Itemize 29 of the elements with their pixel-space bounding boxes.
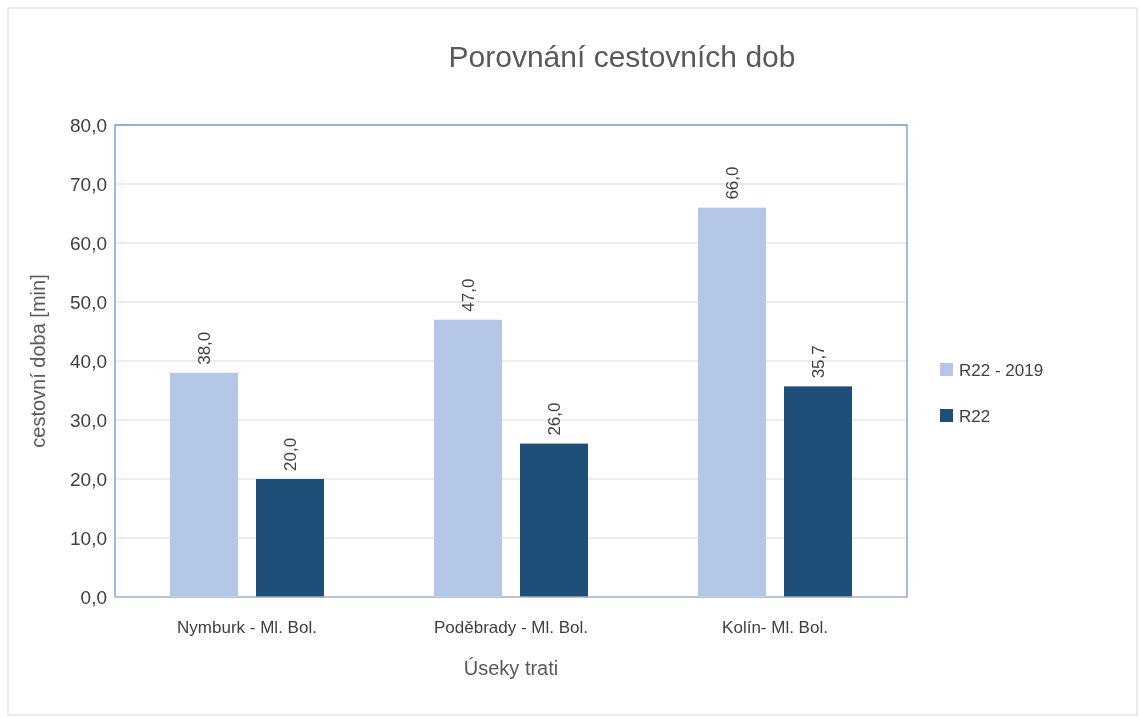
bar <box>520 443 588 597</box>
y-tick-label: 0,0 <box>80 586 107 608</box>
data-label: 66,0 <box>723 166 742 200</box>
data-label: 47,0 <box>459 278 478 312</box>
bar <box>170 372 238 597</box>
legend-label: R22 - 2019 <box>959 360 1044 380</box>
x-tick-label: Nymburk - Ml. Bol. <box>177 618 317 637</box>
y-tick-label: 10,0 <box>70 527 107 549</box>
y-tick-label: 70,0 <box>70 173 107 195</box>
y-tick-label: 60,0 <box>70 232 107 254</box>
legend-label: R22 <box>959 406 991 426</box>
x-tick-label: Poděbrady - Ml. Bol. <box>433 618 589 637</box>
y-tick-label: 20,0 <box>70 468 107 490</box>
x-axis-title: Úseky trati <box>463 657 559 679</box>
data-label: 38,0 <box>195 331 214 365</box>
chart-title: Porovnání cestovních dob <box>448 40 796 73</box>
y-tick-label: 80,0 <box>70 114 107 136</box>
bar <box>784 386 852 597</box>
y-tick-label: 30,0 <box>70 409 107 431</box>
data-label: 26,0 <box>545 402 564 436</box>
bar <box>256 479 324 597</box>
y-tick-label: 40,0 <box>70 350 107 372</box>
data-label: 35,7 <box>809 345 828 379</box>
bar <box>698 207 766 597</box>
bar <box>434 319 502 597</box>
data-label: 20,0 <box>281 437 300 471</box>
y-tick-label: 50,0 <box>70 291 107 313</box>
x-tick-label: Kolín- Ml. Bol. <box>722 618 828 637</box>
y-axis-title: cestovní doba [min] <box>27 274 49 448</box>
